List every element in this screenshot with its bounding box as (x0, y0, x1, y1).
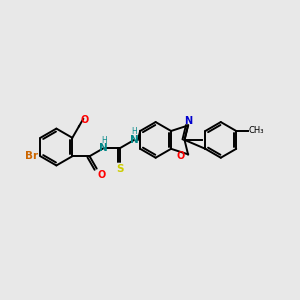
Text: Br: Br (25, 151, 38, 161)
Text: O: O (80, 115, 88, 125)
Text: CH₃: CH₃ (248, 127, 264, 136)
Text: O: O (177, 151, 185, 160)
Text: O: O (97, 170, 106, 180)
Text: N: N (130, 135, 139, 145)
Text: S: S (116, 164, 124, 174)
Text: H: H (131, 127, 137, 136)
Text: N: N (184, 116, 192, 126)
Text: N: N (99, 143, 108, 153)
Text: H: H (101, 136, 106, 145)
